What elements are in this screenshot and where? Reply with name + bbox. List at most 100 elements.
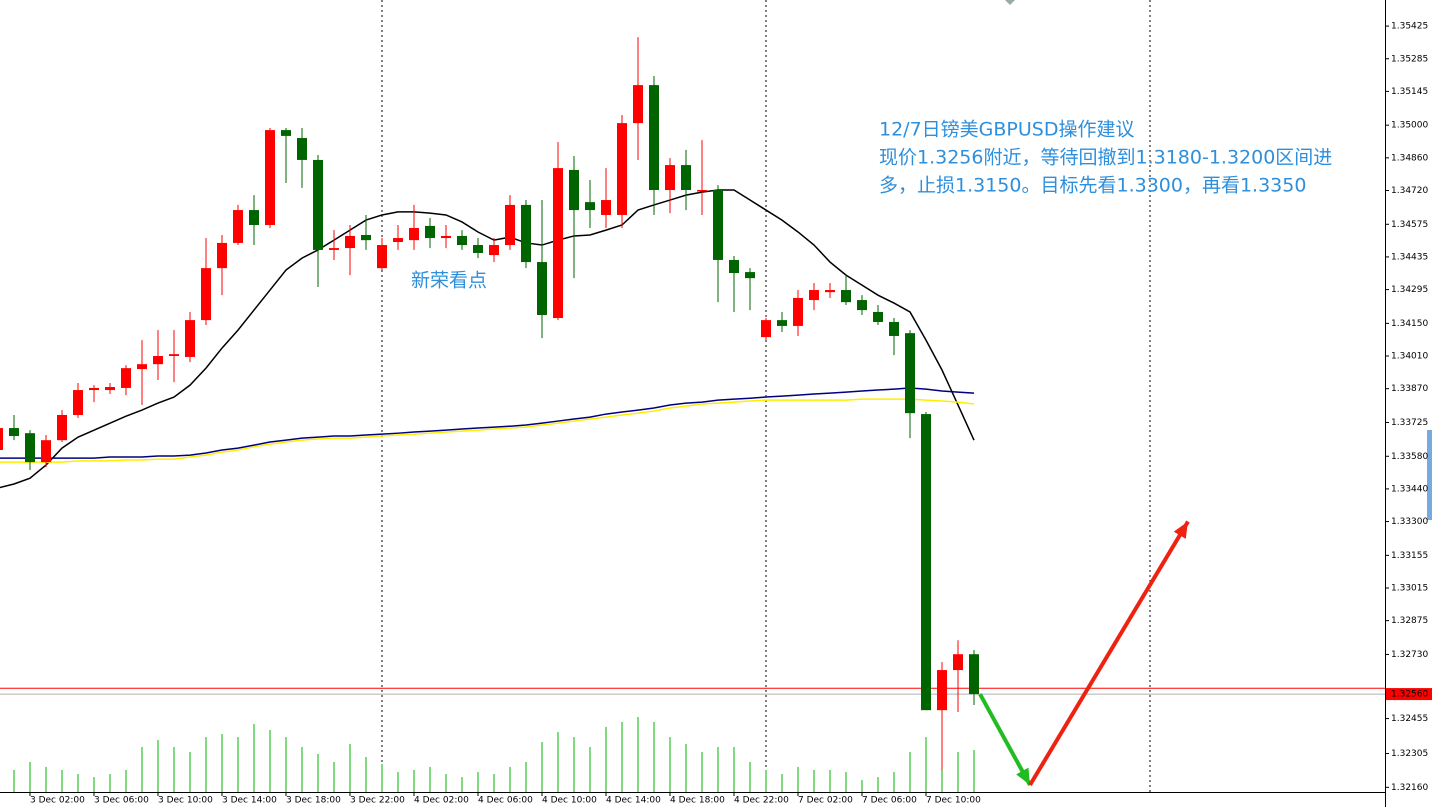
moving-average xyxy=(0,189,975,489)
x-tick-label: 3 Dec 14:00 xyxy=(222,796,277,806)
x-tick-label: 4 Dec 18:00 xyxy=(670,796,725,806)
candle-body xyxy=(41,440,51,463)
candle-body xyxy=(569,169,579,211)
y-tick-label: 1.34150 xyxy=(1391,319,1428,329)
candle-body xyxy=(665,165,675,191)
candle-body xyxy=(249,210,259,225)
candle-body xyxy=(777,320,787,326)
candle-body xyxy=(281,130,291,136)
x-tick-label: 4 Dec 22:00 xyxy=(734,796,789,806)
candle-body xyxy=(313,159,323,250)
candle-body xyxy=(57,415,67,441)
y-tick-label: 1.32455 xyxy=(1391,714,1428,724)
candle-body xyxy=(409,228,419,241)
watermark: 新荣看点 xyxy=(411,270,487,292)
candle-body xyxy=(505,204,515,246)
scroll-indicator xyxy=(1427,430,1432,520)
candle-body xyxy=(25,433,35,463)
candle-body xyxy=(121,368,131,388)
candle-body xyxy=(345,235,355,249)
candle-body xyxy=(265,130,275,225)
y-tick-label: 1.33015 xyxy=(1391,583,1428,593)
y-tick-label: 1.35000 xyxy=(1391,121,1428,131)
y-tick-label: 1.32730 xyxy=(1391,650,1428,660)
y-tick-label: 1.32160 xyxy=(1391,783,1428,793)
candle-body xyxy=(617,123,627,215)
candle-body xyxy=(457,235,467,246)
candle-body xyxy=(105,387,115,391)
candle-body xyxy=(857,300,867,311)
annotation: 多，止损1.3150。目标先看1.3300，再看1.3350 xyxy=(879,175,1306,197)
candle-body xyxy=(425,225,435,239)
y-tick-label: 1.33300 xyxy=(1391,517,1428,527)
candle-body xyxy=(793,297,803,326)
candle-body xyxy=(553,168,563,319)
candle-body xyxy=(153,356,163,365)
y-tick-label: 1.33725 xyxy=(1391,418,1428,428)
forecast-arrow-head xyxy=(1173,521,1188,539)
candle-body xyxy=(969,654,979,695)
y-tick-label: 1.34860 xyxy=(1391,153,1428,163)
candle-body xyxy=(649,85,659,191)
candle-body xyxy=(825,290,835,293)
y-tick-label: 1.35145 xyxy=(1391,87,1428,97)
candle-body xyxy=(521,204,531,263)
candle-body xyxy=(745,272,755,279)
candle-body xyxy=(921,414,931,711)
candle-body xyxy=(73,390,83,416)
y-tick-label: 1.34575 xyxy=(1391,220,1428,230)
forecast-arrow-head xyxy=(1016,767,1030,786)
y-tick-label: 1.34435 xyxy=(1391,252,1428,262)
candle-body xyxy=(489,245,499,256)
moving-average xyxy=(0,387,975,459)
candle-body xyxy=(729,259,739,274)
candle-body xyxy=(377,245,387,269)
price-label: 1.32560 xyxy=(1391,690,1428,700)
candle-body xyxy=(169,354,179,357)
y-tick-label: 1.33580 xyxy=(1391,452,1428,462)
candle-body xyxy=(185,320,195,357)
x-tick-label: 4 Dec 02:00 xyxy=(414,796,469,806)
candle-body xyxy=(889,321,899,336)
candle-body xyxy=(201,268,211,321)
candle-body xyxy=(713,190,723,260)
x-tick-label: 7 Dec 02:00 xyxy=(798,796,853,806)
y-tick-label: 1.33155 xyxy=(1391,551,1428,561)
candle-body xyxy=(233,210,243,243)
y-tick-label: 1.32875 xyxy=(1391,616,1428,626)
annotation: 12/7日镑美GBPUSD操作建议 xyxy=(879,119,1134,141)
candle-body xyxy=(297,138,307,160)
candle-body xyxy=(585,202,595,211)
forecast-arrow xyxy=(978,693,1032,786)
x-tick-label: 3 Dec 22:00 xyxy=(350,796,405,806)
candle-body xyxy=(953,654,963,671)
candle-body xyxy=(601,200,611,215)
candle-body xyxy=(0,428,3,450)
candle-body xyxy=(905,333,915,414)
y-tick-label: 1.34295 xyxy=(1391,285,1428,295)
forecast-arrow xyxy=(1028,520,1190,787)
x-tick-label: 3 Dec 06:00 xyxy=(94,796,149,806)
candle-body xyxy=(681,165,691,191)
candle-body xyxy=(473,245,483,253)
x-tick-label: 3 Dec 18:00 xyxy=(286,796,341,806)
x-tick-label: 4 Dec 10:00 xyxy=(542,796,597,806)
candle-body xyxy=(841,290,851,303)
annotation: 现价1.3256附近，等待回撤到1.3180-1.3200区间进 xyxy=(879,147,1332,169)
candle-body xyxy=(329,248,339,250)
candle-body xyxy=(761,320,771,338)
y-tick-label: 1.35285 xyxy=(1391,54,1428,64)
shift-marker xyxy=(1005,0,1015,5)
x-tick-label: 7 Dec 10:00 xyxy=(926,796,981,806)
candle-body xyxy=(633,85,643,124)
candle-body xyxy=(217,242,227,269)
y-tick-label: 1.32305 xyxy=(1391,749,1428,759)
x-tick-label: 4 Dec 14:00 xyxy=(606,796,661,806)
y-tick-label: 1.33440 xyxy=(1391,484,1428,494)
y-tick-label: 1.33870 xyxy=(1391,384,1428,394)
x-tick-label: 3 Dec 10:00 xyxy=(158,796,213,806)
candle-body xyxy=(809,290,819,301)
x-tick-label: 7 Dec 06:00 xyxy=(862,796,917,806)
candle-body xyxy=(393,238,403,243)
